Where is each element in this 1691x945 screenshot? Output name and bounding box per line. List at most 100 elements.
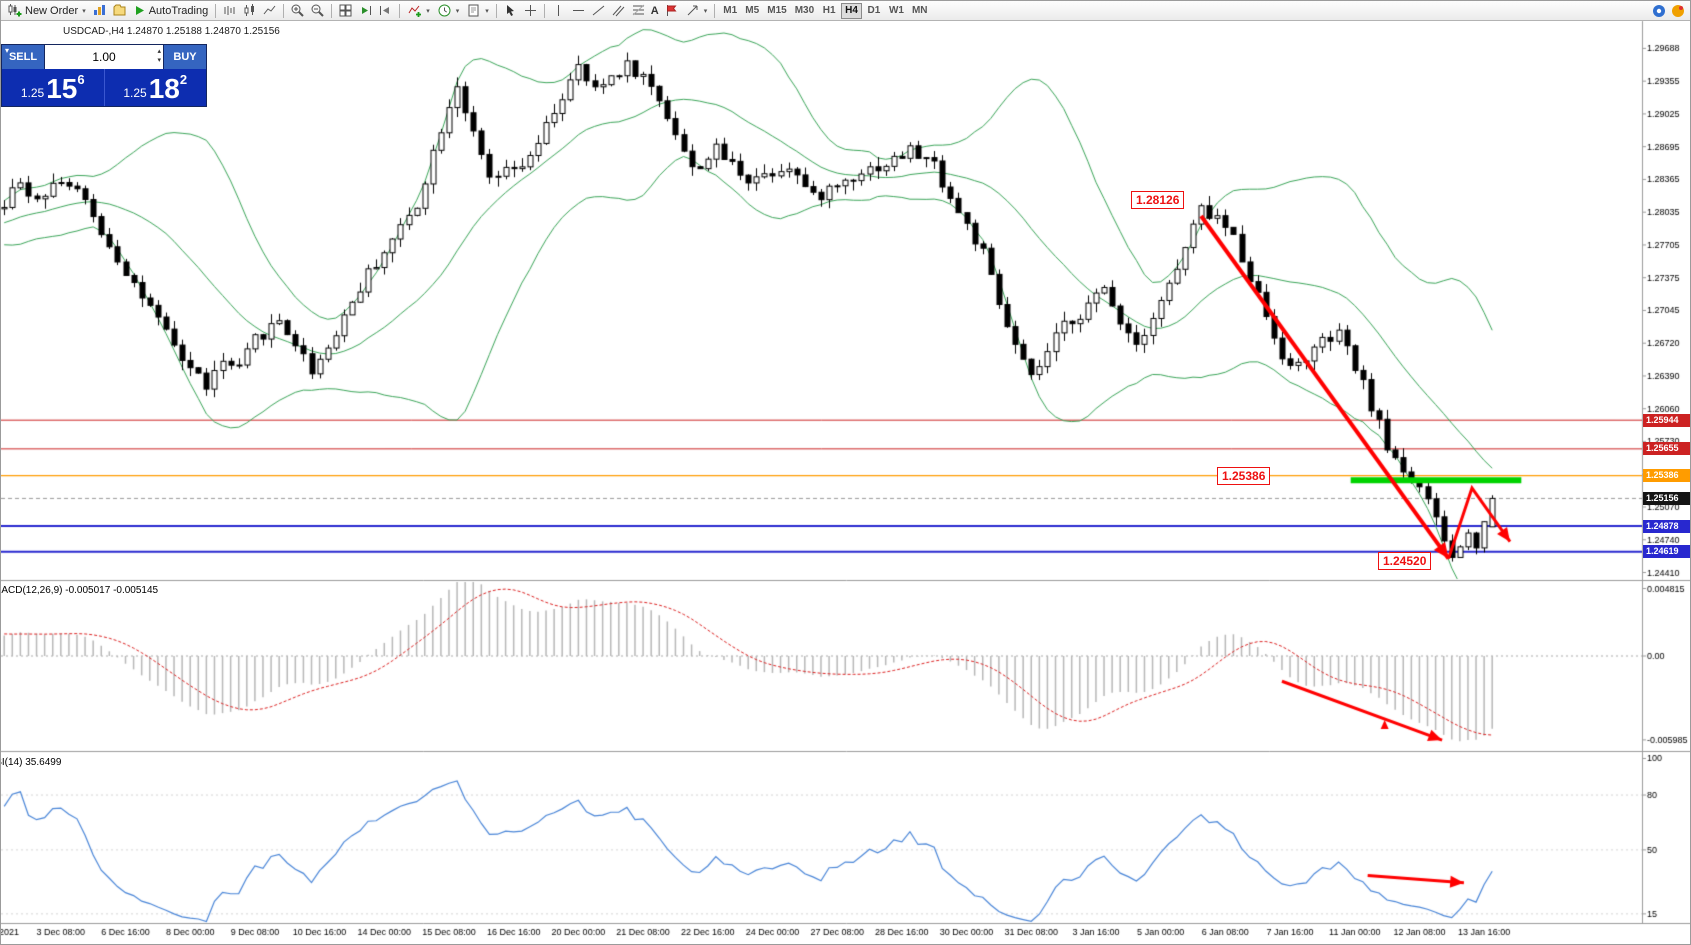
new-order-icon: [8, 4, 22, 17]
trendline-tool-button[interactable]: [589, 2, 608, 19]
timeframe-button-h4[interactable]: H4: [841, 2, 862, 19]
timeframe-button-w1[interactable]: W1: [888, 4, 904, 16]
sell-button[interactable]: SELL: [2, 45, 44, 69]
autotrading-play-icon: [135, 6, 144, 15]
toolbar-separator: [714, 3, 716, 18]
profiles-button[interactable]: [110, 2, 129, 19]
horizontal-line-tool-button[interactable]: [569, 2, 588, 19]
channel-tool-button[interactable]: [609, 2, 628, 19]
notifications-button[interactable]: [1669, 2, 1687, 19]
new-order-label: New Order: [25, 4, 79, 17]
cursor-icon: [506, 5, 514, 16]
sell-price-big: 15: [46, 73, 78, 104]
templates-button[interactable]: ▾: [463, 2, 492, 19]
tile-windows-icon: [339, 4, 352, 17]
price-annotation-mid-level[interactable]: 1.25386: [1217, 467, 1271, 485]
buy-price-big: 18: [148, 73, 180, 104]
price-axis-tag-orange-level: 1.25386: [1643, 469, 1690, 483]
fibonacci-tool-button[interactable]: [629, 2, 648, 19]
autoscroll-button[interactable]: [356, 2, 375, 19]
vertical-line-tool-button[interactable]: [549, 2, 568, 19]
chevron-down-icon: ▾: [426, 7, 430, 15]
community-button[interactable]: [1650, 2, 1668, 19]
buy-price-sup: 2: [179, 72, 188, 87]
candlestick-chart-button[interactable]: [240, 2, 259, 19]
bar-chart-button[interactable]: [220, 2, 239, 19]
chevron-down-icon: ▾: [703, 7, 708, 15]
volume-field[interactable]: 1.00 ▴ ▾: [44, 45, 164, 69]
timeframe-button-m1[interactable]: M1: [723, 4, 738, 16]
one-click-trading-panel: SELL 1.00 ▴ ▾ BUY 1.25 15 6 1.25 18 2: [1, 44, 207, 107]
buy-price-prefix: 1.25: [123, 86, 147, 100]
timeframe-button-m5[interactable]: M5: [745, 4, 760, 16]
bar-chart-icon: [224, 6, 235, 15]
autoscroll-icon: [362, 6, 372, 15]
tile-windows-button[interactable]: [336, 2, 355, 19]
chevron-down-icon: ▾: [485, 7, 489, 15]
chart-shift-icon: [380, 6, 390, 15]
periods-clock-icon: [438, 4, 451, 17]
indicators-icon: [408, 5, 422, 17]
toolbar-separator: [399, 3, 401, 18]
cursor-button[interactable]: [501, 2, 520, 19]
zoom-out-button[interactable]: [308, 2, 327, 19]
autotrading-label: AutoTrading: [148, 4, 209, 17]
crosshair-button[interactable]: [521, 2, 540, 19]
one-click-collapse-arrow[interactable]: ▾: [5, 46, 10, 55]
volume-down-arrow[interactable]: ▾: [157, 57, 161, 64]
timeframe-button-d1[interactable]: D1: [867, 4, 881, 16]
periods-button[interactable]: ▾: [434, 2, 463, 19]
zoom-in-icon: [291, 4, 304, 17]
price-annotation-swing-low[interactable]: 1.24520: [1378, 552, 1432, 570]
macd-label: MACD(12,26,9) -0.005017 -0.005145: [0, 585, 159, 596]
text-tool-icon: A: [650, 4, 659, 17]
sell-price-display[interactable]: 1.25 15 6: [2, 69, 105, 106]
toolbar-separator: [331, 3, 333, 18]
buy-price-display[interactable]: 1.25 18 2: [105, 69, 207, 106]
chart-shift-button[interactable]: [376, 2, 395, 19]
notifications-icon: [1672, 4, 1684, 17]
volume-up-arrow[interactable]: ▴: [157, 48, 161, 55]
label-tool-button[interactable]: [662, 2, 681, 19]
timeframe-group: M1 M5 M15 M30 H1 H4 D1 W1 MN: [719, 2, 931, 19]
price-axis-tag-current-price: 1.25156: [1643, 491, 1690, 505]
toolbar-separator: [543, 3, 545, 18]
line-chart-icon: [263, 5, 276, 15]
one-click-top-row: SELL 1.00 ▴ ▾ BUY: [2, 45, 206, 69]
line-chart-button[interactable]: [260, 2, 279, 19]
timeframe-button-mn[interactable]: MN: [911, 4, 928, 16]
charts-button[interactable]: [90, 2, 109, 19]
price-annotation-swing-high[interactable]: 1.28126: [1131, 191, 1185, 209]
toolbar-separator: [283, 3, 285, 18]
templates-icon: [468, 4, 479, 17]
charts-icon: [93, 5, 105, 15]
shapes-tool-button[interactable]: ▾: [682, 2, 711, 19]
profiles-folder-icon: [113, 4, 126, 16]
zoom-out-icon: [311, 4, 324, 17]
new-order-button[interactable]: New Order ▾: [4, 2, 89, 19]
arrow-shape-icon: [687, 5, 698, 16]
zoom-in-button[interactable]: [288, 2, 307, 19]
timeframe-button-m15[interactable]: M15: [767, 4, 787, 16]
indicators-button[interactable]: ▾: [404, 2, 433, 19]
one-click-price-row: 1.25 15 6 1.25 18 2: [2, 69, 206, 106]
ohlc-readout: USDCAD-,H4 1.24870 1.25188 1.24870 1.251…: [63, 26, 280, 37]
timeframe-button-m30[interactable]: M30: [794, 4, 815, 16]
text-tool-button[interactable]: A: [649, 2, 661, 19]
volume-spinner[interactable]: ▴ ▾: [157, 47, 161, 65]
toolbar-separator: [495, 3, 497, 18]
timeframe-button-h1[interactable]: H1: [822, 4, 836, 16]
volume-value[interactable]: 1.00: [92, 50, 116, 64]
price-axis-tag-support-2: 1.24619: [1643, 545, 1690, 559]
vertical-line-icon: [557, 5, 559, 16]
price-axis-tag-resistance-2: 1.25655: [1643, 442, 1690, 456]
price-axis-tag-support-1: 1.24878: [1643, 519, 1690, 533]
sell-price-sup: 6: [77, 72, 85, 87]
autotrading-button[interactable]: AutoTrading: [130, 2, 212, 19]
label-flag-icon: [666, 5, 677, 16]
fibonacci-icon: [632, 4, 645, 16]
buy-button[interactable]: BUY: [164, 45, 206, 69]
toolbar: New Order ▾ AutoTrading: [1, 1, 1690, 21]
trendline-icon: [592, 5, 605, 16]
